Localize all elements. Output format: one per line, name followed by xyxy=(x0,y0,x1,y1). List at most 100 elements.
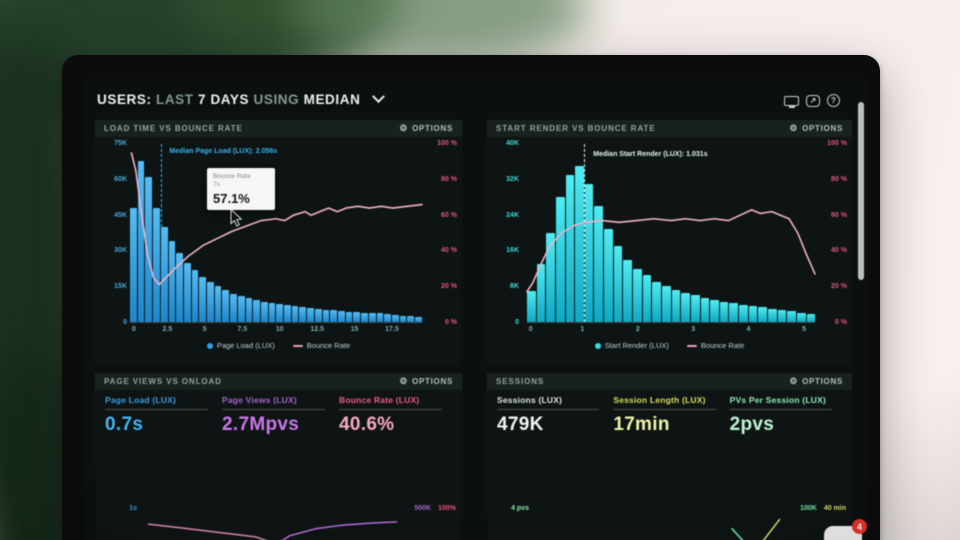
histogram-bar[interactable] xyxy=(260,301,268,322)
histogram-bar[interactable] xyxy=(768,308,777,322)
histogram-bar[interactable] xyxy=(555,197,565,322)
histogram-bar[interactable] xyxy=(546,233,555,322)
share-icon[interactable]: ↗ xyxy=(806,94,820,107)
panel-header: PAGE VIEWS VS ONLOAD ⚙ OPTIONS xyxy=(95,373,462,390)
options-label: OPTIONS xyxy=(802,124,843,133)
histogram-bar[interactable] xyxy=(729,303,739,322)
stat-sessions: Sessions (LUX) 479K xyxy=(497,395,613,436)
x-axis-tick: 7.5 xyxy=(237,326,248,333)
y-axis-left: 1s 0.8s 0.6s xyxy=(129,505,137,512)
options-button[interactable]: ⚙ OPTIONS xyxy=(399,124,453,134)
histogram-bar[interactable] xyxy=(130,208,137,322)
histogram-bar[interactable] xyxy=(314,308,322,322)
page-load-histogram xyxy=(130,144,422,322)
histogram-bar[interactable] xyxy=(337,310,345,322)
histogram-bar[interactable] xyxy=(276,304,284,322)
histogram-bar[interactable] xyxy=(330,310,337,322)
chart-legend: Start Render (LUX) Bounce Rate xyxy=(487,341,852,350)
histogram-bar[interactable] xyxy=(191,269,199,322)
title-seg: LAST xyxy=(155,92,194,107)
histogram-bar[interactable] xyxy=(361,312,368,322)
histogram-bar[interactable] xyxy=(153,208,160,322)
histogram-bar[interactable] xyxy=(237,295,245,322)
panel-page-views-vs-onload: PAGE VIEWS VS ONLOAD ⚙ OPTIONS Page Load… xyxy=(95,373,462,540)
histogram-bar[interactable] xyxy=(565,175,575,322)
histogram-bar[interactable] xyxy=(284,305,291,322)
histogram-bar[interactable] xyxy=(710,299,719,322)
histogram-bar[interactable] xyxy=(368,312,376,322)
histogram-bar[interactable] xyxy=(594,206,604,322)
load-time-chart-plot[interactable]: Median Page Load (LUX): 2.056s xyxy=(130,144,422,323)
page-scrollbar[interactable] xyxy=(858,102,864,280)
histogram-bar[interactable] xyxy=(536,264,546,322)
histogram-bar[interactable] xyxy=(758,307,768,322)
chat-widget-button[interactable]: 4 xyxy=(824,519,867,540)
options-button[interactable]: ⚙ OPTIONS xyxy=(789,124,843,134)
histogram-bar[interactable] xyxy=(145,177,153,322)
histogram-bar[interactable] xyxy=(199,276,207,322)
histogram-bar[interactable] xyxy=(176,253,183,322)
users-filter-dropdown[interactable]: USERS: LAST 7 DAYS USING MEDIAN xyxy=(97,90,385,107)
histogram-bar[interactable] xyxy=(575,166,584,322)
chart-tooltip: Bounce Rate 7s 57.1% xyxy=(207,168,275,210)
histogram-bar[interactable] xyxy=(268,303,276,322)
histogram-bar[interactable] xyxy=(307,308,314,322)
histogram-bar[interactable] xyxy=(527,290,536,322)
options-button[interactable]: ⚙ OPTIONS xyxy=(399,377,453,387)
histogram-bar[interactable] xyxy=(700,297,710,322)
histogram-bar[interactable] xyxy=(230,293,237,322)
histogram-bar[interactable] xyxy=(160,227,168,322)
histogram-bar[interactable] xyxy=(690,295,700,322)
histogram-bar[interactable] xyxy=(787,311,796,322)
options-button[interactable]: ⚙ OPTIONS xyxy=(789,377,843,387)
histogram-bar[interactable] xyxy=(391,314,399,322)
histogram-bar[interactable] xyxy=(214,286,222,322)
histogram-bar[interactable] xyxy=(407,316,415,322)
page-views-line xyxy=(149,522,397,540)
histogram-bar[interactable] xyxy=(777,310,787,322)
histogram-bar[interactable] xyxy=(376,313,384,322)
start-render-chart-plot[interactable]: Median Start Render (LUX): 1.031s xyxy=(527,144,815,323)
histogram-bar[interactable] xyxy=(415,317,422,322)
histogram-bar[interactable] xyxy=(299,307,307,322)
histogram-bar[interactable] xyxy=(322,309,330,322)
histogram-bar[interactable] xyxy=(245,298,253,322)
display-icon[interactable] xyxy=(784,93,799,108)
histogram-bar[interactable] xyxy=(613,246,623,322)
histogram-bar[interactable] xyxy=(748,305,758,322)
histogram-bar[interactable] xyxy=(661,286,671,322)
histogram-bar[interactable] xyxy=(623,259,633,322)
histogram-bar[interactable] xyxy=(137,160,145,322)
tooltip-bucket: 7s xyxy=(213,181,220,189)
histogram-bar[interactable] xyxy=(681,293,690,322)
histogram-bar[interactable] xyxy=(739,304,748,322)
title-seg: 7 DAYS xyxy=(197,92,250,107)
histogram-bar[interactable] xyxy=(207,281,214,322)
histogram-bar[interactable] xyxy=(806,314,816,322)
histogram-bar[interactable] xyxy=(168,241,176,322)
histogram-bar[interactable] xyxy=(584,184,594,322)
histogram-bar[interactable] xyxy=(604,228,613,322)
histogram-bar[interactable] xyxy=(222,289,230,322)
histogram-bar[interactable] xyxy=(633,268,642,322)
histogram-bar[interactable] xyxy=(399,315,407,322)
histogram-bar[interactable] xyxy=(652,281,661,322)
help-icon[interactable]: ? xyxy=(827,94,840,107)
histogram-bar[interactable] xyxy=(183,262,191,322)
histogram-bar[interactable] xyxy=(642,275,652,322)
histogram-bar[interactable] xyxy=(353,312,361,322)
histogram-bar[interactable] xyxy=(253,300,260,322)
histogram-bar[interactable] xyxy=(671,289,681,322)
panel-header: SESSIONS ⚙ OPTIONS xyxy=(487,373,852,390)
x-axis-tick: 0 xyxy=(528,326,533,333)
histogram-bar[interactable] xyxy=(796,312,806,322)
histogram-bar[interactable] xyxy=(719,301,729,322)
legend-dot-icon xyxy=(594,342,601,349)
histogram-bar[interactable] xyxy=(384,314,391,322)
stats-row: Sessions (LUX) 479K Session Length (LUX)… xyxy=(497,395,846,436)
histogram-bar[interactable] xyxy=(291,306,299,322)
histogram-bar[interactable] xyxy=(345,311,353,322)
